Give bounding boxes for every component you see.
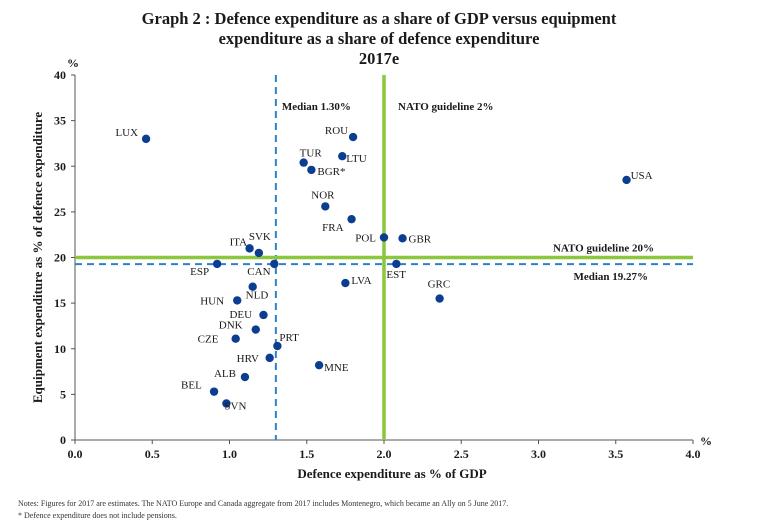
data-label-ita: ITA (230, 236, 248, 248)
data-label-svn: SVN (224, 401, 246, 413)
data-label-ltu: LTU (346, 153, 366, 165)
nato-guideline-2pct-label: NATO guideline 2% (398, 101, 494, 113)
y-tick-label: 35 (54, 114, 66, 128)
y-tick-label: 40 (54, 68, 66, 82)
y-tick-label: 15 (54, 296, 66, 310)
data-point-hun (233, 296, 242, 305)
data-label-lux: LUX (115, 127, 138, 139)
y-tick-label: 10 (54, 342, 66, 356)
data-point-ltu (338, 152, 347, 161)
data-label-grc: GRC (428, 279, 451, 291)
data-point-lva (341, 278, 350, 288)
data-label-bgr: BGR* (317, 166, 345, 178)
data-point-lux (141, 134, 151, 144)
data-label-usa: USA (631, 170, 653, 182)
y-tick-label: 0 (60, 433, 66, 447)
x-tick-label: 3.5 (608, 447, 623, 461)
data-point-usa (622, 175, 631, 185)
x-unit-label: % (700, 434, 712, 448)
data-label-nor: NOR (311, 189, 335, 201)
data-label-nld: NLD (246, 290, 269, 302)
x-tick-label: 4.0 (686, 447, 701, 461)
data-label-hun: HUN (200, 295, 224, 307)
nato-guideline-20pct-label: NATO guideline 20% (553, 243, 654, 255)
data-point-grc (435, 294, 444, 303)
data-label-gbr: GBR (409, 233, 432, 245)
y-axis-title: Equipment expenditure as % of defence ex… (30, 112, 45, 404)
x-tick-label: 0.5 (145, 447, 160, 461)
data-point-svn (222, 399, 231, 408)
data-label-alb: ALB (214, 368, 236, 380)
y-tick-label: 20 (54, 251, 66, 265)
data-point-ita (245, 244, 254, 253)
data-label-dnk: DNK (219, 320, 243, 332)
y-unit-label: % (67, 56, 79, 70)
x-tick-label: 0.0 (68, 447, 83, 461)
x-tick-label: 2.0 (377, 447, 392, 461)
data-label-can: CAN (247, 266, 270, 278)
data-label-hrv: HRV (237, 353, 259, 365)
y-tick-label: 25 (54, 205, 66, 219)
data-point-est (392, 259, 401, 269)
median-gdp-label: Median 1.30% (282, 101, 351, 113)
data-label-svk: SVK (249, 231, 271, 243)
data-point-can (270, 259, 279, 269)
data-point-tur (299, 158, 308, 167)
data-label-bel: BEL (181, 380, 202, 392)
data-point-hrv (265, 353, 274, 363)
chart-title-line-2: expenditure as a share of defence expend… (218, 29, 540, 48)
x-tick-label: 3.0 (531, 447, 546, 461)
data-point-nor (321, 202, 330, 211)
data-point-bgr (307, 165, 316, 175)
footnote-1: Notes: Figures for 2017 are estimates. T… (18, 499, 509, 508)
x-tick-label: 1.5 (299, 447, 314, 461)
data-point-svk (254, 248, 264, 258)
x-tick-label: 1.0 (222, 447, 237, 461)
data-label-mne: MNE (324, 362, 349, 374)
data-point-mne (314, 360, 324, 370)
data-label-fra: FRA (322, 222, 343, 234)
data-point-gbr (398, 234, 407, 243)
data-point-prt (273, 341, 282, 351)
data-point-esp (212, 259, 222, 269)
data-label-cze: CZE (198, 334, 219, 346)
median-equipment-label: Median 19.27% (573, 271, 648, 283)
data-label-esp: ESP (190, 266, 209, 278)
data-point-fra (347, 214, 356, 224)
data-point-alb (240, 372, 250, 382)
data-label-rou: ROU (325, 125, 348, 137)
data-point-rou (348, 132, 358, 142)
data-label-prt: PRT (279, 332, 299, 344)
data-point-pol (379, 233, 389, 242)
data-label-deu: DEU (229, 309, 252, 321)
chart-title-line-3: 2017e (358, 49, 400, 68)
data-point-nld (248, 282, 257, 291)
footnote-2: * Defence expenditure does not include p… (18, 511, 177, 520)
chart-title-line-1: Graph 2 : Defence expenditure as a share… (141, 9, 617, 28)
data-point-cze (231, 334, 240, 343)
data-label-tur: TUR (300, 148, 323, 160)
data-label-lva: LVA (351, 275, 371, 287)
data-point-dnk (251, 325, 260, 334)
data-label-est: EST (386, 269, 406, 281)
x-tick-label: 2.5 (454, 447, 469, 461)
data-point-bel (209, 387, 219, 396)
x-axis-title: Defence expenditure as % of GDP (297, 466, 486, 481)
data-label-pol: POL (355, 232, 376, 244)
data-point-deu (259, 310, 268, 320)
y-tick-label: 30 (54, 159, 66, 173)
y-tick-label: 5 (60, 387, 66, 401)
